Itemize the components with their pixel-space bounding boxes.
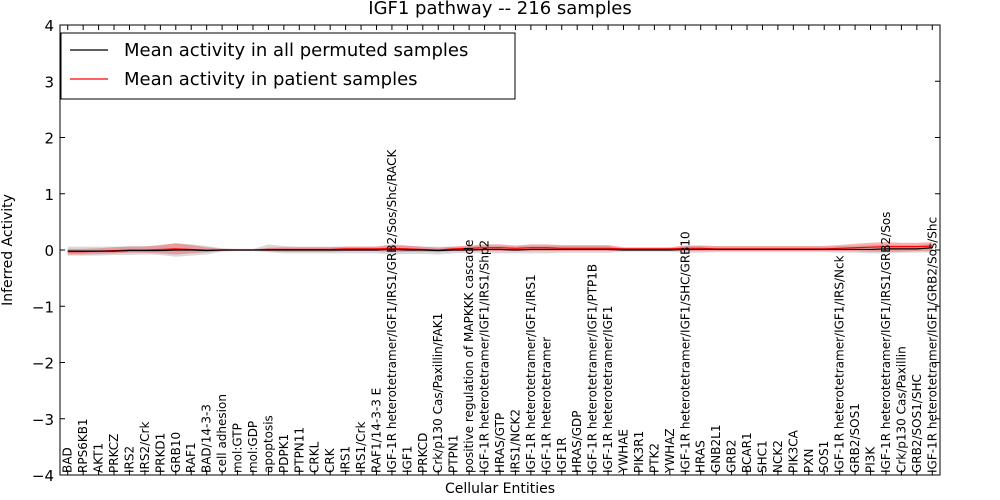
chart-title: IGF1 pathway -- 216 samples — [368, 0, 631, 19]
x-tick-label: IRS1 — [339, 446, 353, 473]
y-axis-label: Inferred Activity — [0, 194, 16, 306]
y-tick-label: 0 — [44, 242, 54, 260]
x-tick-label: PRKCZ — [107, 434, 121, 473]
y-tick-label: 3 — [44, 73, 54, 91]
x-tick-label: IGF-1R heterotetramer/IGF1/IRS1/GRB2/Sos… — [385, 148, 399, 473]
x-tick-label: IGF-1R heterotetramer/IGF1/PTP1B — [586, 264, 600, 473]
y-tick-label: −1 — [32, 298, 54, 316]
x-tick-label: IGF-1R heterotetramer/IGF1 — [601, 306, 615, 473]
x-tick-label: GRB2 — [725, 439, 739, 473]
x-tick-label: GRB2/SOS1 — [848, 403, 862, 473]
x-tick-label: HRAS/GDP — [570, 410, 584, 473]
x-tick-label: PTPN1 — [447, 435, 461, 473]
x-tick-label: IGF1R — [555, 437, 569, 473]
x-tick-label: BCAR1 — [740, 432, 754, 473]
x-tick-label: IGF-1R heterotetramer/IGF1/IRS1/Shp2 — [478, 240, 492, 473]
x-tick-label: IRS2/Crk — [138, 422, 152, 473]
y-ticks: −4 −3 −2 −1 0 1 2 3 4 — [32, 17, 940, 485]
series-line-permuted — [67, 247, 933, 252]
x-tick-label: mol:GTP — [231, 423, 245, 473]
x-tick-label: IGF-1R heterotetramer/IGF1/GRB2/Sos/Shc — [925, 217, 939, 473]
legend-box — [60, 32, 516, 100]
x-tick-label: PTK2 — [647, 443, 661, 473]
x-tick-label: BAD/14-3-3 — [200, 404, 214, 473]
x-tick-label: IGF-1R heterotetramer/IGF1/SHC/GRB10 — [678, 231, 692, 473]
legend: Mean activity in all permuted samples Me… — [60, 32, 516, 100]
x-tick-label: RAF1 — [184, 442, 198, 473]
x-tick-label: YWHAE — [617, 429, 631, 474]
y-tick-label: 2 — [44, 130, 54, 148]
x-tick-label: IGF-1R heterotetramer — [539, 337, 553, 473]
x-axis-label: Cellular Entities — [445, 481, 555, 497]
y-tick-label: −2 — [32, 355, 54, 373]
x-tick-label: PRKCD — [416, 433, 430, 473]
x-tick-label: Crk/p130 Cas/Paxillin/FAK1 — [431, 313, 445, 473]
x-tick-label: PRKD1 — [153, 433, 167, 473]
x-tick-label: PI3K — [864, 446, 878, 473]
x-tick-label: GNB2L1 — [709, 425, 723, 473]
x-tick-label: PDPK1 — [277, 434, 291, 473]
x-tick-label: IRS1/Crk — [354, 422, 368, 473]
x-tick-label: positive regulation of MAPKKK cascade — [462, 240, 476, 473]
x-tick-label: PIK3R1 — [632, 431, 646, 473]
y-tick-label: 1 — [44, 186, 54, 204]
legend-label-patient: Mean activity in patient samples — [124, 69, 418, 90]
x-ticks — [67, 25, 933, 475]
x-tick-label: SHC1 — [755, 440, 769, 473]
x-tick-label: AKT1 — [92, 443, 106, 473]
x-tick-label: IGF-1R heterotetramer/IGF1/IRS1 — [524, 274, 538, 473]
y-tick-label: −3 — [32, 411, 54, 429]
x-tick-label: SOS1 — [817, 441, 831, 473]
y-tick-label: −4 — [32, 467, 54, 485]
x-tick-label: PXN — [802, 449, 816, 473]
x-tick-label: HRAS/GTP — [493, 413, 507, 473]
x-tick-label: apoptosis — [261, 415, 275, 473]
x-tick-label: BAD — [61, 447, 75, 473]
x-tick-label: mol:GDP — [246, 421, 260, 473]
x-tick-label: HRAS — [694, 440, 708, 473]
x-tick-label: cell adhesion — [215, 394, 229, 473]
x-tick-label: YWHAZ — [663, 428, 677, 474]
x-tick-label: CRK — [323, 447, 337, 473]
x-tick-label: PIK3CA — [786, 429, 800, 473]
y-tick-label: 4 — [44, 17, 54, 35]
x-tick-label: RAF1/14-3-3 E — [369, 388, 383, 473]
x-tick-label: Crk/p130 Cas/Paxillin — [894, 346, 908, 473]
x-tick-label: IGF-1R heterotetramer/IGF1/IRS/Nck — [833, 255, 847, 473]
x-tick-label: RPS6KB1 — [76, 418, 90, 473]
x-tick-label: PTPN11 — [292, 427, 306, 473]
x-tick-label: GRB10 — [169, 432, 183, 473]
x-tick-label: IRS2 — [122, 446, 136, 473]
x-tick-label: IGF1 — [400, 446, 414, 473]
x-tick-label: IGF-1R heterotetramer/IGF1/IRS1/GRB2/Sos — [879, 212, 893, 473]
x-tick-labels: BAD RPS6KB1 AKT1 PRKCZ IRS2 IRS2/Crk PRKD1 GRB1… — [61, 148, 940, 474]
series-lines — [67, 245, 933, 253]
x-tick-label: GRB2/SOS1/SHC — [910, 374, 924, 473]
legend-label-permuted: Mean activity in all permuted samples — [124, 40, 468, 61]
x-tick-label: NCK2 — [771, 440, 785, 473]
x-tick-label: CRKL — [308, 441, 322, 473]
x-tick-label: IRS1/NCK2 — [508, 409, 522, 473]
